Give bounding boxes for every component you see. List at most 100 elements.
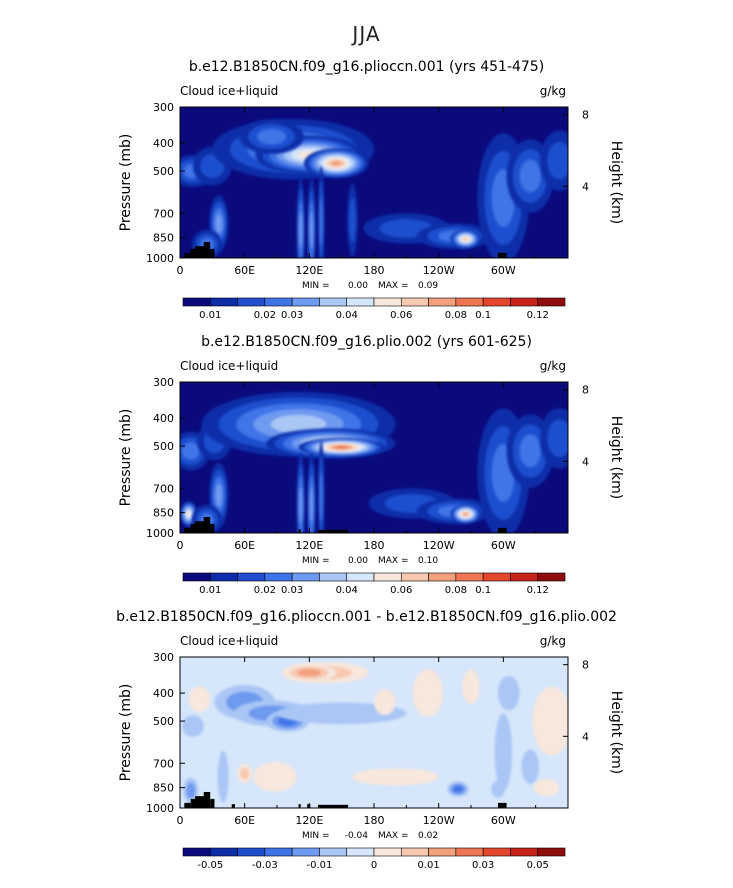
heatmap-field [180, 657, 568, 808]
contour-blob [303, 148, 369, 179]
contour-level [412, 669, 443, 717]
colorbar-label: 0.12 [527, 585, 549, 596]
colorbar-label: 0.08 [445, 585, 467, 596]
x-tick-label: 60E [234, 264, 255, 277]
colorbar-label: 0.01 [199, 310, 221, 321]
colorbar-label: 0.05 [527, 860, 549, 871]
colorbar-swatch [482, 847, 511, 857]
contour-blob [497, 675, 520, 711]
contour-blob [277, 702, 407, 725]
contour-blob [450, 504, 481, 524]
colorbar-label: 0.1 [475, 310, 491, 321]
y2-axis-label: Height (km) [608, 691, 624, 774]
contour-level [297, 668, 322, 677]
x-tick-label: 120E [295, 539, 323, 552]
contour-blob [506, 139, 554, 213]
colorbar-swatch [373, 297, 402, 307]
colorbar-swatch [537, 847, 566, 857]
colorbar-label: 0.03 [472, 860, 494, 871]
y-tick-label: 500 [153, 440, 174, 453]
colorbar-swatch [400, 297, 429, 307]
colorbar-label: 0.01 [199, 585, 221, 596]
contour-level [519, 159, 541, 193]
x-tick-label: 0 [177, 814, 184, 827]
contour-level [240, 767, 250, 780]
colorbar-swatch [510, 847, 539, 857]
panel-2: b.e12.B1850CN.f09_g16.plio.002 (yrs 601-… [118, 334, 624, 596]
colorbar-swatch [209, 297, 238, 307]
colorbar-swatch [428, 297, 457, 307]
terrain-mask [210, 798, 215, 808]
contour-level [533, 778, 560, 797]
terrain-mask [210, 523, 215, 533]
contour-blob [183, 777, 199, 804]
colorbar-swatch [182, 847, 211, 857]
terrain-mask [317, 804, 349, 808]
colorbar-swatch [400, 847, 429, 857]
colorbar-swatch [209, 572, 238, 582]
colorbar-swatch [510, 297, 539, 307]
contour-level [215, 483, 223, 507]
contour-level [319, 196, 323, 247]
contour-blob [539, 408, 568, 469]
colorbar-label: -0.01 [306, 860, 332, 871]
colorbar-swatch [400, 572, 429, 582]
colorbar-label: 0.04 [336, 310, 358, 321]
terrain-mask [184, 252, 191, 258]
y2-tick-label: 4 [582, 455, 589, 468]
min-value: 0.00 [348, 281, 368, 291]
contour-blob [296, 178, 306, 258]
y-tick-label: 500 [153, 165, 174, 178]
x-tick-label: 60E [234, 539, 255, 552]
colorbar-swatch [482, 297, 511, 307]
terrain-mask [184, 527, 191, 533]
units-label: g/kg [540, 84, 566, 98]
heatmap-field [180, 107, 568, 258]
terrain-mask [298, 529, 301, 533]
y-tick-label: 300 [153, 376, 174, 389]
contour-blob [282, 664, 337, 682]
terrain-mask [195, 246, 207, 258]
y2-axis-label: Height (km) [608, 141, 624, 224]
y2-tick-label: 8 [582, 659, 589, 672]
contour-blob [462, 669, 480, 704]
colorbar-swatch [291, 847, 320, 857]
contour-level [215, 213, 223, 234]
terrain-mask [184, 802, 191, 808]
contour-level [519, 434, 541, 468]
units-label: g/kg [540, 634, 566, 648]
contour-level [182, 715, 204, 737]
y-tick-label: 400 [153, 687, 174, 700]
colorbar-label: 0.03 [281, 585, 303, 596]
heatmap-field [180, 382, 568, 533]
page-title: JJA [352, 22, 381, 46]
contour-level [330, 160, 342, 166]
colorbar-label: -0.05 [197, 860, 223, 871]
y2-axis-label: Height (km) [608, 416, 624, 499]
colorbar-swatch [237, 297, 266, 307]
contour-level [462, 237, 469, 241]
contour-level [186, 511, 191, 517]
contour-level [188, 686, 211, 713]
terrain-mask [190, 523, 198, 533]
colorbar-swatch [319, 297, 348, 307]
colorbar-swatch [346, 297, 375, 307]
contour-blob [317, 165, 325, 258]
terrain-mask [190, 798, 198, 808]
y2-tick-label: 8 [582, 384, 589, 397]
y-tick-label: 850 [153, 232, 174, 245]
min-value: -0.04 [345, 831, 369, 841]
y-tick-label: 700 [153, 207, 174, 220]
colorbar-label: 0.12 [527, 310, 549, 321]
y-tick-label: 300 [153, 651, 174, 664]
x-tick-label: 180 [364, 264, 385, 277]
colorbar-swatch [455, 572, 484, 582]
colorbar-swatch [182, 572, 211, 582]
x-tick-label: 120E [295, 814, 323, 827]
colorbar-label: 0.1 [475, 585, 491, 596]
field-label: Cloud ice+liquid [180, 634, 278, 648]
contour-blob [347, 183, 358, 257]
colorbar-swatch [373, 847, 402, 857]
contour-level [374, 689, 396, 716]
